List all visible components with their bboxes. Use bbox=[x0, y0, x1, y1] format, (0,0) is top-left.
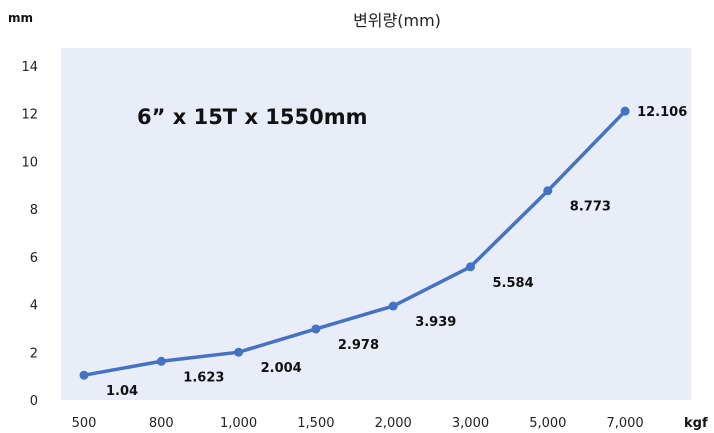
series-line bbox=[82, 109, 627, 377]
y-tick-label: 14 bbox=[21, 60, 38, 75]
y-tick-label: 2 bbox=[30, 346, 38, 361]
x-axis-unit-label: kgf bbox=[684, 416, 708, 431]
data-point bbox=[156, 356, 166, 366]
data-label: 2.004 bbox=[261, 361, 302, 376]
data-label: 8.773 bbox=[570, 200, 611, 215]
data-label: 1.623 bbox=[183, 370, 224, 385]
x-axis-ticks: 500 800 1,000 1,500 2,000 3,000 5,000 7,000 bbox=[72, 416, 644, 431]
data-label: 2.978 bbox=[338, 338, 379, 353]
x-tick-label: 500 bbox=[72, 416, 97, 431]
data-point bbox=[311, 324, 321, 334]
data-point bbox=[388, 301, 398, 311]
x-tick-label: 800 bbox=[149, 416, 174, 431]
y-tick-label: 6 bbox=[30, 251, 38, 266]
plot-area bbox=[61, 48, 691, 400]
x-tick-label: 5,000 bbox=[529, 416, 566, 431]
data-point bbox=[543, 186, 553, 196]
data-label: 1.04 bbox=[106, 384, 138, 399]
y-tick-label: 8 bbox=[30, 203, 38, 218]
data-label: 5.584 bbox=[493, 276, 534, 291]
x-tick-label: 3,000 bbox=[452, 416, 489, 431]
y-tick-label: 10 bbox=[21, 155, 38, 170]
chart-annotation: 6” x 15T x 1550mm bbox=[137, 105, 368, 129]
x-tick-label: 2,000 bbox=[375, 416, 412, 431]
data-point bbox=[620, 106, 630, 116]
data-label: 12.106 bbox=[637, 105, 687, 120]
y-tick-label: 12 bbox=[21, 108, 38, 123]
y-axis-unit-label: mm bbox=[8, 11, 33, 25]
y-axis-ticks: 0 2 4 6 8 10 12 14 bbox=[21, 60, 38, 409]
x-tick-label: 7,000 bbox=[606, 416, 643, 431]
x-tick-label: 1,500 bbox=[297, 416, 334, 431]
y-tick-label: 4 bbox=[30, 299, 38, 314]
data-label: 3.939 bbox=[415, 315, 456, 330]
chart-title: 변위량(mm) bbox=[353, 11, 441, 30]
x-tick-label: 1,000 bbox=[220, 416, 257, 431]
data-point bbox=[234, 347, 244, 357]
series-layer: 1.04 1.623 2.004 2.978 3.939 5.584 8.773 12.106 bbox=[79, 105, 687, 399]
y-tick-label: 0 bbox=[30, 394, 38, 409]
data-point bbox=[466, 262, 475, 272]
data-point bbox=[79, 370, 89, 380]
